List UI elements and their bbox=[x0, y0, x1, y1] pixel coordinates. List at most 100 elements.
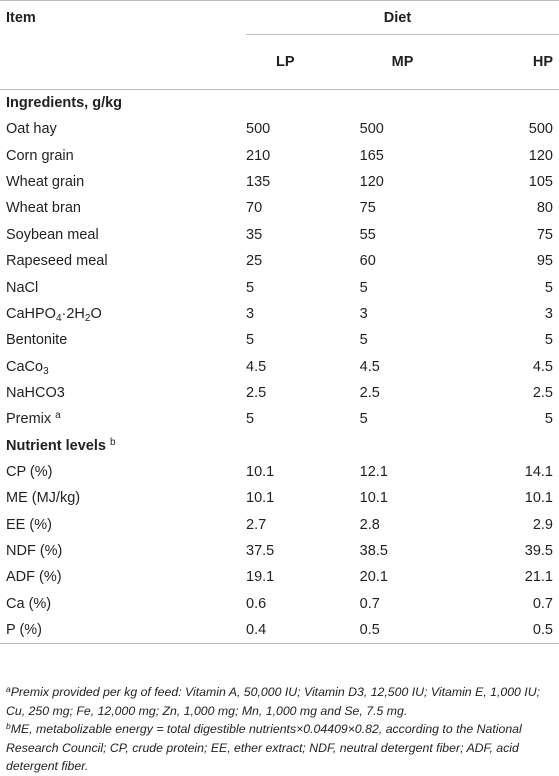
hp-value: 5 bbox=[544, 411, 553, 428]
item-text: Premix bbox=[6, 411, 52, 428]
item-text: Bentonite bbox=[6, 332, 68, 349]
section-nutrients: Nutrient levels b bbox=[0, 433, 559, 459]
table-row: CaHPO4·2H2O 3 3 3 bbox=[0, 301, 559, 327]
mp-value: 20.1 bbox=[359, 569, 388, 586]
table-row: NDF (%) 37.5 38.5 39.5 bbox=[0, 538, 559, 564]
hp-value: 120 bbox=[528, 147, 553, 164]
mp-value: 3 bbox=[359, 305, 368, 322]
mp-value: 4.5 bbox=[359, 358, 380, 375]
mp-value: 55 bbox=[359, 226, 376, 243]
hp-value: 95 bbox=[536, 253, 553, 270]
item-text: P (%) bbox=[6, 622, 42, 639]
table-row: Corn grain 210 165 120 bbox=[0, 142, 559, 168]
table-row: CaCo3 4.5 4.5 4.5 bbox=[0, 354, 559, 380]
hp-value: 500 bbox=[528, 121, 553, 138]
table-row: NaHCO3 2.5 2.5 2.5 bbox=[0, 380, 559, 406]
lp-value: 3 bbox=[246, 305, 255, 322]
lp-value: 135 bbox=[246, 173, 271, 190]
hp-value: 2.9 bbox=[532, 516, 553, 533]
mp-value: 12.1 bbox=[359, 463, 388, 480]
hp-value: 80 bbox=[536, 200, 553, 217]
row-item: Wheat grain bbox=[0, 169, 236, 195]
item-text: NDF (%) bbox=[6, 543, 63, 560]
mp-value: 10.1 bbox=[359, 490, 388, 507]
lp-value: 210 bbox=[246, 147, 271, 164]
hp-value: 39.5 bbox=[524, 543, 553, 560]
lp-value: 2.5 bbox=[246, 385, 267, 402]
item-text: NaHCO3 bbox=[6, 385, 65, 402]
hp-value: 10.1 bbox=[524, 490, 553, 507]
diet-composition-table: Item Diet LP MP HP Ingredients, g/kg Oat… bbox=[0, 0, 559, 645]
mp-value: 5 bbox=[359, 332, 368, 349]
mp-value: 60 bbox=[359, 253, 376, 270]
row-item: ME (MJ/kg) bbox=[0, 485, 236, 511]
mp-value: 500 bbox=[359, 121, 384, 138]
lp-header: LP bbox=[236, 35, 344, 90]
footnote-b: bME, metabolizable energy = total digest… bbox=[6, 720, 556, 776]
hp-value: 14.1 bbox=[524, 463, 553, 480]
table-row: CP (%) 10.1 12.1 14.1 bbox=[0, 459, 559, 485]
item-header: Item bbox=[0, 0, 236, 35]
table-row: Rapeseed meal 25 60 95 bbox=[0, 248, 559, 274]
mp-value: 2.8 bbox=[359, 516, 380, 533]
mp-value: 0.7 bbox=[359, 595, 380, 612]
mp-value: 0.5 bbox=[343, 617, 452, 645]
section-title-text: Nutrient levels bbox=[6, 437, 106, 454]
lp-value: 37.5 bbox=[246, 543, 275, 560]
row-item: Rapeseed meal bbox=[0, 248, 236, 274]
diet-header: Diet bbox=[236, 0, 559, 35]
lp-value: 500 bbox=[246, 121, 271, 138]
table-footnotes: aPremix provided per kg of feed: Vitamin… bbox=[6, 683, 556, 776]
hp-value: 5 bbox=[544, 279, 553, 296]
lp-value: 70 bbox=[246, 200, 263, 217]
table-row: ME (MJ/kg) 10.1 10.1 10.1 bbox=[0, 485, 559, 511]
row-item: Oat hay bbox=[0, 116, 236, 142]
row-item: CP (%) bbox=[0, 459, 236, 485]
section-title: Ingredients, g/kg bbox=[6, 95, 123, 111]
row-item: CaHPO4·2H2O bbox=[0, 301, 236, 327]
item-text: EE (%) bbox=[6, 516, 52, 533]
diet-header-rule bbox=[246, 34, 559, 35]
row-item: Soybean meal bbox=[0, 222, 236, 248]
table-row: NaCl 5 5 5 bbox=[0, 274, 559, 300]
lp-value: 5 bbox=[246, 411, 255, 428]
lp-value: 4.5 bbox=[246, 358, 267, 375]
item-text: CP (%) bbox=[6, 463, 53, 480]
table-row: Wheat bran 70 75 80 bbox=[0, 195, 559, 221]
row-item: ADF (%) bbox=[0, 564, 236, 590]
row-item: NaHCO3 bbox=[0, 380, 236, 406]
item-text: NaCl bbox=[6, 279, 39, 296]
table-row: Wheat grain 135 120 105 bbox=[0, 169, 559, 195]
table-row: EE (%) 2.7 2.8 2.9 bbox=[0, 511, 559, 537]
hp-value: 75 bbox=[536, 226, 553, 243]
hp-header: HP bbox=[451, 35, 559, 90]
hp-value: 105 bbox=[528, 173, 553, 190]
mp-header: MP bbox=[343, 35, 452, 90]
lp-value: 5 bbox=[246, 332, 255, 349]
table-row: P (%) 0.4 0.5 0.5 bbox=[0, 617, 559, 645]
hp-value: 2.5 bbox=[532, 385, 553, 402]
header-row-diets: LP MP HP bbox=[0, 35, 559, 90]
row-item: Bentonite bbox=[0, 327, 236, 353]
footnote-mark-b: b bbox=[109, 436, 116, 448]
item-text: CaCo bbox=[6, 358, 44, 375]
mp-value: 5 bbox=[359, 411, 368, 428]
mp-value: 2.5 bbox=[359, 385, 380, 402]
item-text: Soybean meal bbox=[6, 226, 99, 243]
item-text: ·2H bbox=[61, 305, 85, 322]
table-row: Bentonite 5 5 5 bbox=[0, 327, 559, 353]
footnote-a: aPremix provided per kg of feed: Vitamin… bbox=[6, 683, 556, 720]
footnote-a-text: Premix provided per kg of feed: Vitamin … bbox=[6, 685, 541, 718]
mp-value: 75 bbox=[359, 200, 376, 217]
hp-value: 4.5 bbox=[532, 358, 553, 375]
row-item: CaCo3 bbox=[0, 354, 236, 380]
table-row: Soybean meal 35 55 75 bbox=[0, 222, 559, 248]
table-row: ADF (%) 19.1 20.1 21.1 bbox=[0, 564, 559, 590]
table-row: Ca (%) 0.6 0.7 0.7 bbox=[0, 591, 559, 617]
item-text: Corn grain bbox=[6, 147, 74, 164]
diet-header-label: Diet bbox=[383, 10, 412, 26]
item-text: O bbox=[90, 305, 102, 322]
item-text: CaHPO bbox=[6, 305, 56, 322]
footnote-b-mark: b bbox=[6, 721, 11, 731]
row-item: NDF (%) bbox=[0, 538, 236, 564]
